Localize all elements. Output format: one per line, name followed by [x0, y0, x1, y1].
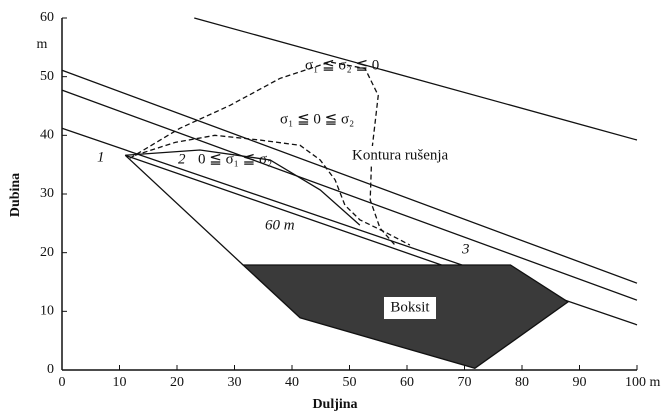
- x-tick-label: 0: [59, 375, 66, 390]
- y-tick-label: 10: [40, 304, 54, 319]
- y-axis-title: Dubina: [8, 173, 23, 217]
- x-tick-label: 80: [515, 375, 529, 390]
- annotation: 60 m: [265, 217, 295, 233]
- annotation: 3: [461, 241, 470, 257]
- chart: 0 10 20 30 40 50 60 70 80 90 100 m 0 10 20 30 40 50 60 m Du…: [0, 0, 670, 414]
- x-tick-label: 100 m: [625, 375, 661, 390]
- x-tick-label: 30: [228, 375, 242, 390]
- y-tick-label: 50: [40, 69, 54, 84]
- annotation: σ₁ ≦ 0 ≦ σ₂: [280, 111, 354, 127]
- annotation: 2: [178, 151, 186, 167]
- contour-line: [125, 155, 441, 265]
- x-tick-label: 20: [170, 375, 184, 390]
- annotation: Kontura rušenja: [352, 147, 449, 163]
- x-tick-label: 40: [285, 375, 299, 390]
- x-tick-label: 60: [400, 375, 414, 390]
- x-tick-label: 90: [573, 375, 587, 390]
- annotation: Boksit: [390, 299, 430, 315]
- x-tick-label: 50: [343, 375, 357, 390]
- x-tick-label: 10: [113, 375, 127, 390]
- y-tick-label: 20: [40, 245, 54, 260]
- y-tick-label: 0: [47, 362, 54, 377]
- y-tick-label: 40: [40, 128, 54, 143]
- y-tick-label: 30: [40, 186, 54, 201]
- x-axis-title: Duljina: [312, 397, 357, 412]
- annotation: 1: [97, 149, 105, 165]
- y-tick-label: 60: [40, 10, 54, 25]
- annotation: 0 ≦ σ₁ ≦ σ₂: [198, 151, 272, 167]
- x-tick-label: 70: [458, 375, 472, 390]
- y-unit: m: [37, 37, 48, 52]
- contour-line: [194, 18, 637, 140]
- annotation: σ₁ ≦ σ₂ ≦ 0: [305, 57, 379, 73]
